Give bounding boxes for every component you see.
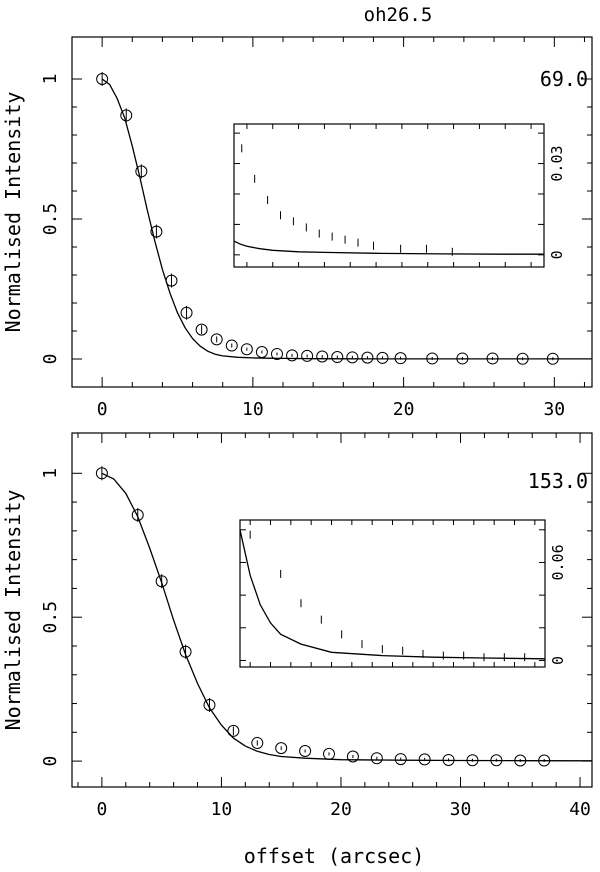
data-point (346, 750, 359, 763)
data-point (376, 351, 389, 364)
y-axis-label: Normalised Intensity (1, 92, 25, 333)
data-point (120, 109, 133, 122)
inset-model-curve (239, 529, 546, 660)
bottom-panel: 0 10 20 30 40 0 0.5 1 Normalised Intensity 153.0 0… (1, 432, 593, 820)
data-point (270, 347, 283, 360)
data-point (165, 274, 178, 287)
inset-model-curve (233, 240, 544, 255)
data-point (227, 724, 240, 737)
data-point (195, 323, 208, 336)
inset-frame (233, 123, 545, 268)
y-tick-label: 1 (40, 74, 61, 85)
y-axis-label: Normalised Intensity (1, 490, 25, 731)
x-tick-label: 0 (96, 799, 107, 820)
y-tick-label: 0.5 (40, 601, 61, 634)
data-point (203, 698, 216, 711)
x-tick-label: 20 (393, 399, 415, 420)
data-point (418, 753, 431, 766)
data-point (135, 165, 148, 178)
data-point (96, 73, 109, 85)
inset-y-tick-label: 0 (548, 250, 566, 259)
x-tick-label: 30 (543, 399, 565, 420)
data-point (456, 352, 469, 365)
panel-annotation: 69.0 (540, 67, 588, 91)
data-point (251, 736, 264, 749)
data-point (546, 352, 559, 365)
data-point (286, 349, 299, 362)
data-point (210, 333, 223, 346)
plot-frame (71, 36, 593, 388)
data-point (225, 339, 238, 352)
data-point (180, 306, 193, 319)
data-point (299, 745, 312, 758)
y-tick-label: 0 (40, 756, 61, 767)
figure-title: oh26.5 (364, 4, 433, 26)
data-point (490, 754, 503, 767)
data-point (316, 350, 329, 363)
inset-frame (239, 519, 546, 668)
x-tick-label: 10 (242, 399, 264, 420)
data-point (466, 754, 479, 767)
data-point (346, 351, 359, 364)
model-curve (101, 472, 593, 762)
model-curve (101, 78, 592, 360)
x-tick-label: 0 (97, 399, 108, 420)
data-point (370, 752, 383, 765)
data-point (331, 351, 344, 364)
x-tick-label: 40 (569, 799, 591, 820)
data-point (150, 225, 163, 238)
data-point (486, 352, 499, 365)
data-point (426, 352, 439, 365)
panel-annotation: 153.0 (528, 469, 588, 493)
x-tick-label: 10 (211, 799, 233, 820)
data-point (131, 509, 144, 522)
inset-y-tick-label: 0.06 (549, 544, 567, 580)
data-point (301, 349, 314, 362)
inset-y-tick-label: 0 (549, 656, 567, 665)
plot-frame (71, 432, 593, 788)
data-point (179, 645, 192, 658)
data-point (538, 754, 551, 767)
data-point (275, 742, 288, 755)
x-tick-label: 20 (330, 799, 352, 820)
y-tick-label: 1 (40, 468, 61, 479)
x-tick-label: 30 (450, 799, 472, 820)
top-panel: 0 10 20 30 0 0.5 1 Normalised Intensity 69.0 0 0.0… (1, 36, 593, 420)
y-tick-label: 0 (40, 354, 61, 365)
y-tick-label: 0.5 (40, 203, 61, 236)
inset-y-tick-label: 0.03 (548, 145, 566, 181)
data-point (240, 343, 253, 356)
data-point (361, 351, 374, 364)
data-point (516, 352, 529, 365)
x-axis-label: offset (arcsec) (244, 844, 425, 868)
data-point (514, 754, 527, 767)
data-point (442, 753, 455, 766)
data-point (95, 467, 108, 480)
data-point (155, 575, 168, 588)
data-point (255, 346, 268, 358)
data-point (394, 753, 407, 766)
data-point (394, 352, 407, 365)
data-point (323, 747, 336, 760)
